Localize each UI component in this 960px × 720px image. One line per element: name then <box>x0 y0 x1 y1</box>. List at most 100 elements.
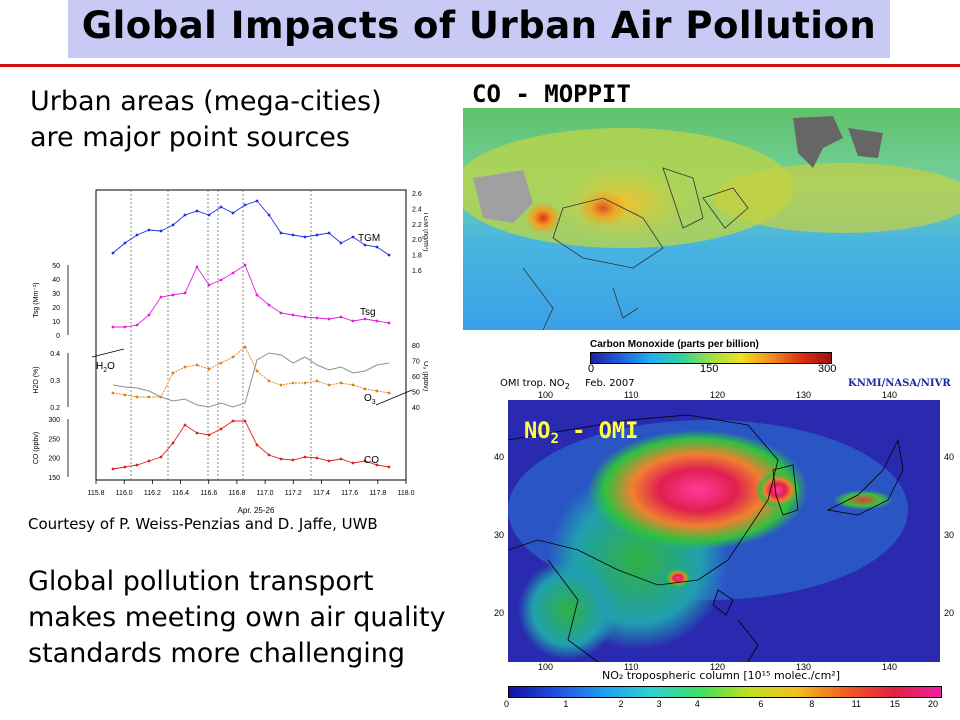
o3-point <box>267 379 271 383</box>
no2-header-sub: 2 <box>564 381 570 391</box>
no2-hotspot-korea <box>756 472 800 508</box>
o3-point <box>207 367 211 371</box>
no2-colorbar-caption: NO₂ tropospheric column [10¹⁵ molec./cm²… <box>602 669 840 682</box>
co-tick-300: 300 <box>818 363 837 375</box>
co-point <box>351 461 355 465</box>
right-tick-label: 70 <box>412 359 420 366</box>
no2-coastline-china <box>508 414 779 586</box>
lat-tick-right: 30 <box>944 530 955 540</box>
co-point <box>267 453 271 457</box>
label-h2o-o: O <box>107 361 115 372</box>
o3-point <box>303 381 307 385</box>
left-tick-label: 300 <box>48 417 60 424</box>
no2-colorbar-tick: 8 <box>809 699 815 709</box>
co-point <box>231 419 235 423</box>
x-tick-label: 117.4 <box>313 490 330 497</box>
intro-text: Urban areas (mega-cities) are major poin… <box>30 84 382 156</box>
no2-header-date: Feb. 2007 <box>585 378 635 389</box>
left-axes: 50 40 30 20 10 0 Tsg (Mm⁻¹) 0.4 0.3 0.2 H2O (%) 300… <box>33 263 69 482</box>
tgm-point <box>387 253 391 257</box>
no2-hotspot-prd <box>666 569 690 587</box>
no2-colorbar-tick: 1 <box>563 699 569 709</box>
co-point <box>159 455 163 459</box>
lon-tick-bottom: 120 <box>710 662 726 672</box>
tsg-point <box>147 313 151 317</box>
right-axis-title: O₃ (ppbv) <box>422 361 428 391</box>
left-tick-label: 150 <box>48 475 60 482</box>
o3-point <box>387 391 391 395</box>
label-o3-sub: 3 <box>372 399 376 406</box>
no2-header-text: OMI trop. NO <box>500 378 565 389</box>
label-tsg: Tsg <box>360 307 376 318</box>
tsg-point <box>339 315 343 319</box>
co-map <box>463 108 960 330</box>
left-tick-label: 250 <box>48 436 60 443</box>
tgm-point <box>291 233 295 237</box>
tsg-point <box>111 325 115 329</box>
x-tick-label: 117.2 <box>285 490 302 497</box>
co-point <box>303 455 307 459</box>
tsg-point <box>303 315 307 319</box>
tgm-point <box>375 245 379 249</box>
co-point <box>111 467 115 471</box>
o3-point <box>363 387 367 391</box>
tsg-point <box>135 323 139 327</box>
title-divider <box>0 64 960 67</box>
no2-coastline-korea <box>772 464 799 516</box>
co-coastline-3 <box>522 267 554 330</box>
tgm-point <box>171 223 175 227</box>
tgm-point <box>351 235 355 239</box>
left-tick-label: 0 <box>56 333 60 340</box>
intro-line-2: are major point sources <box>30 122 350 153</box>
left-axis-title: CO (ppbv) <box>33 432 40 464</box>
co-missing-tibet <box>473 170 533 223</box>
tsg-point <box>291 313 295 317</box>
lat-tick-left: 40 <box>494 452 505 462</box>
tsg-point <box>387 321 391 325</box>
x-tick-label: 117.6 <box>341 490 358 497</box>
left-tick-label: 10 <box>52 319 60 326</box>
lat-tick-left: 30 <box>494 530 505 540</box>
co-coastline-4 <box>612 287 639 319</box>
label-h2o-h: H <box>96 361 103 372</box>
tsg-point <box>123 325 127 329</box>
co-coastline-2 <box>662 167 704 229</box>
o3-line <box>112 346 390 398</box>
right-tick-label: 2.2 <box>412 222 422 229</box>
no2-colorbar-tick: 0 <box>504 699 510 709</box>
no2-colorbar-tick: 11 <box>851 699 862 709</box>
co-point <box>219 427 223 431</box>
o3-arrow <box>375 389 413 406</box>
lon-tick-top: 130 <box>796 390 812 400</box>
x-axis-ticks: 115.8 116.0 116.2 116.4 116.6 116.8 117.0 117.2… <box>88 480 415 497</box>
tgm-point <box>279 231 283 235</box>
o3-point <box>219 361 223 365</box>
right-tick-label: 40 <box>412 405 420 412</box>
no2-map: NO2 - OMI <box>508 400 940 662</box>
series-group <box>111 199 391 471</box>
co-point <box>387 465 391 469</box>
tgm-point <box>111 251 115 255</box>
co-point <box>291 458 295 462</box>
co-point <box>207 433 211 437</box>
no2-green-indochina <box>518 560 618 660</box>
left-tick-label: 0.4 <box>50 351 60 358</box>
tgm-point <box>183 213 187 217</box>
intro-line-1: Urban areas (mega-cities) <box>30 86 382 117</box>
tgm-point <box>231 211 235 215</box>
no2-colorbar-tick: 15 <box>889 699 900 709</box>
no2-overlay-sub: 2 <box>551 431 559 447</box>
tgm-point <box>303 235 307 239</box>
lon-tick-top: 120 <box>710 390 726 400</box>
co-colorbar-title: Carbon Monoxide (parts per billion) <box>590 339 759 350</box>
x-tick-label: 116.2 <box>144 490 161 497</box>
tgm-point <box>267 213 271 217</box>
co-point <box>255 443 259 447</box>
left-tick-label: 0.3 <box>50 378 60 385</box>
right-axis-title: TGM (ng/m³) <box>422 211 428 251</box>
no2-overlay-main: NO <box>524 419 551 444</box>
co-point <box>339 457 343 461</box>
label-co: CO <box>364 455 379 466</box>
no2-colorbar-tick: 6 <box>758 699 764 709</box>
right-axes: 2.6 2.4 2.2 2.0 1.8 1.6 TGM (ng/m³) 80 70 60 50 40 O… <box>412 191 428 412</box>
